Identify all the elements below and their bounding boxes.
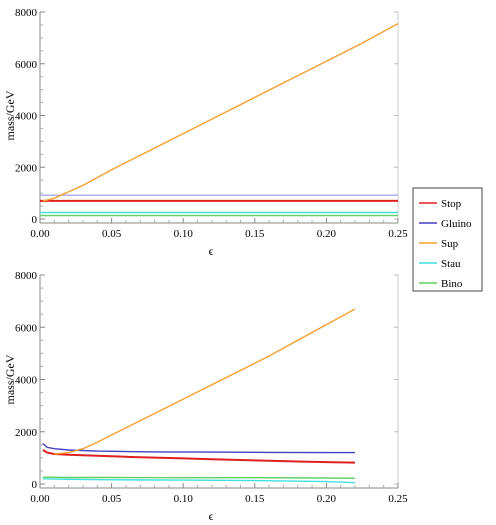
x-tick-label: 0.00 bbox=[30, 228, 50, 240]
legend-items: Stop Gluino Sup Stau Bino bbox=[419, 198, 472, 290]
x-tick-label: 0.10 bbox=[174, 493, 194, 505]
x-tick-label: 0.00 bbox=[30, 493, 50, 505]
legend-label-stau: Stau bbox=[441, 258, 461, 270]
x-tick-label: 0.15 bbox=[245, 228, 265, 240]
series-line-sup bbox=[42, 22, 399, 202]
x-tick-label: 0.05 bbox=[102, 493, 122, 505]
y-axis-label: mass/GeV bbox=[3, 354, 17, 404]
x-tick-label: 0.15 bbox=[245, 493, 265, 505]
x-tick-label: 0.10 bbox=[174, 228, 194, 240]
x-tick-label: 0.25 bbox=[388, 228, 408, 240]
y-tick-label: 2000 bbox=[15, 162, 38, 174]
x-tick-label: 0.20 bbox=[317, 493, 337, 505]
y-tick-label: 4000 bbox=[15, 111, 38, 123]
y-tick-label: 0 bbox=[32, 479, 38, 491]
series-line-bino bbox=[42, 476, 356, 479]
x-tick-label: 0.25 bbox=[388, 493, 408, 505]
legend-label-bino: Bino bbox=[441, 278, 463, 290]
y-tick-label: 8000 bbox=[15, 7, 38, 19]
x-tick-label: 0.05 bbox=[102, 228, 122, 240]
chart-panel-1: 0 2000 4000 6000 8000 0.00 0.05 0.10 0.15 0.20 0.2… bbox=[3, 7, 408, 258]
y-tick-label: 8000 bbox=[15, 270, 38, 282]
chart-panel-2: 0 2000 4000 6000 8000 0.00 0.05 0.10 0.15 0.20 0.2… bbox=[3, 270, 408, 523]
y-axis-label: mass/GeV bbox=[3, 90, 17, 140]
series-line-sup bbox=[54, 308, 356, 455]
legend-label-gluino: Gluino bbox=[441, 218, 472, 230]
panels: 0 2000 4000 6000 8000 0.00 0.05 0.10 0.15 0.20 0.2… bbox=[3, 7, 408, 523]
x-axis-label: ϵ bbox=[209, 244, 214, 258]
series-line-stau bbox=[42, 478, 356, 484]
y-tick-label: 4000 bbox=[15, 375, 38, 387]
series-line-gluino bbox=[42, 442, 355, 454]
y-tick-label: 0 bbox=[32, 214, 38, 226]
legend: Stop Gluino Sup Stau Bino bbox=[412, 187, 483, 292]
legend-label-sup: Sup bbox=[441, 238, 459, 250]
y-tick-label: 2000 bbox=[15, 427, 38, 439]
y-tick-label: 6000 bbox=[15, 59, 38, 71]
y-tick-label: 6000 bbox=[15, 322, 38, 334]
legend-box bbox=[412, 187, 483, 292]
legend-label-stop: Stop bbox=[441, 198, 462, 210]
x-axis-label: ϵ bbox=[209, 509, 214, 523]
x-tick-label: 0.20 bbox=[317, 228, 337, 240]
